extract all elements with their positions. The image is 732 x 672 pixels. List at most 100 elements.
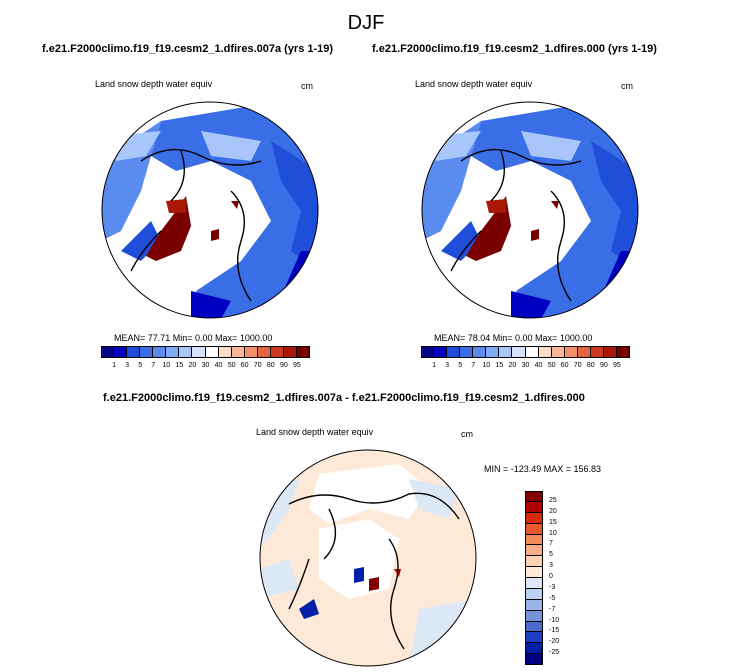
colorbar-tick-label: -7 (549, 605, 556, 613)
colorbar-swatch (244, 346, 258, 358)
colorbar-swatch (525, 346, 539, 358)
colorbar-swatch (101, 346, 115, 358)
colorbar-swatch (179, 346, 193, 358)
colorbar-tick-label: 20 (549, 507, 557, 515)
colorbar-tick-label: 3 (445, 362, 450, 369)
colorbar-tick-label: -3 (549, 583, 556, 591)
colorbar-swatch (218, 346, 232, 358)
colorbar-swatch (257, 346, 271, 358)
colorbar-tick-label: 60 (240, 362, 249, 369)
colorbar-tick-label: 70 (253, 362, 262, 369)
colorbar-tick-label: 95 (293, 362, 301, 369)
colorbar-tick-label: 0 (549, 573, 553, 580)
colorbar-swatch (577, 346, 591, 358)
stats-label: MEAN= 78.04 Min= 0.00 Max= 1000.00 (434, 333, 593, 343)
colorbar-tick-label: 10 (482, 362, 491, 369)
colorbar-swatch (603, 346, 617, 358)
colorbar-swatch (564, 346, 578, 358)
colorbar-swatch (205, 346, 219, 358)
colorbar-swatch (525, 491, 543, 502)
stats-label: MIN = -123.49 MAX = 156.83 (484, 464, 602, 474)
colorbar-swatch (460, 346, 474, 358)
colorbar-tick-label: -25 (549, 649, 560, 657)
colorbar-tick-label: 25 (549, 496, 557, 504)
colorbar-tick-label: 15 (549, 518, 557, 526)
case1-title: f.e21.F2000climo.f19_f19.cesm2_1.dfires.… (42, 43, 334, 55)
colorbar-tick-label: 5 (549, 551, 553, 559)
colorbar-tick-label: 5 (138, 362, 143, 369)
polar-map (101, 101, 319, 319)
colorbar-swatch (270, 346, 284, 358)
diff-title: f.e21.F2000climo.f19_f19.cesm2_1.dfires.… (103, 392, 585, 404)
case2-title: f.e21.F2000climo.f19_f19.cesm2_1.dfires.… (372, 43, 657, 55)
colorbar-swatch (525, 545, 543, 557)
colorbar-swatch (447, 346, 461, 358)
variable-label: Land snow depth water equiv (95, 79, 213, 89)
colorbar-tick-label: 7 (471, 362, 476, 369)
colorbar-tick-label: -15 (549, 627, 560, 635)
panel-case1: Land snow depth water equiv cm MEAN= 77.… (0, 0, 366, 380)
stats-label: MEAN= 77.71 Min= 0.00 Max= 1000.00 (114, 333, 273, 343)
colorbar-swatch (525, 599, 543, 611)
colorbar-tick-label: 60 (560, 362, 569, 369)
colorbar-swatch (473, 346, 487, 358)
units-label: cm (461, 429, 473, 439)
colorbar-tick-label: 90 (279, 362, 288, 369)
colorbar-tick-label: 30 (521, 362, 530, 369)
colorbar-tick-label: 7 (151, 362, 156, 369)
colorbar-swatch (525, 632, 543, 644)
colorbar-tick-label: 1 (112, 362, 117, 369)
colorbar-swatch (525, 512, 543, 524)
colorbar-tick-label: -5 (549, 594, 556, 602)
colorbar-swatch (283, 346, 297, 358)
colorbar-swatch (525, 643, 543, 655)
colorbar-swatch (525, 556, 543, 568)
colorbar-ticks: 1 3 5 7 10 15 20 30 40 50 60 70 80 90 95 (421, 362, 630, 372)
colorbar-swatch (140, 346, 154, 358)
colorbar-tick-label: 80 (586, 362, 595, 369)
variable-label: Land snow depth water equiv (256, 427, 374, 437)
colorbar-tick-label: 1 (432, 362, 437, 369)
colorbar-swatch (114, 346, 128, 358)
colorbar-swatch (525, 654, 543, 665)
colorbar-swatch (525, 621, 543, 633)
polar-map (421, 101, 639, 319)
colorbar-tick-label: 5 (458, 362, 463, 369)
colorbar-tick-label: 15 (495, 362, 504, 369)
colorbar-tick-label: 20 (188, 362, 197, 369)
season-title: DJF (347, 12, 385, 34)
colorbar-tick-label: 40 (214, 362, 223, 369)
colorbar-swatch (127, 346, 141, 358)
colorbar-swatch (434, 346, 448, 358)
variable-label: Land snow depth water equiv (415, 79, 533, 89)
colorbar-tick-label: 50 (547, 362, 556, 369)
colorbar-tick-label: 10 (162, 362, 171, 369)
colorbar-swatch (153, 346, 167, 358)
colorbar-tick-label: 7 (549, 540, 553, 548)
colorbar-swatch (166, 346, 180, 358)
colorbar-swatch (486, 346, 500, 358)
colorbar-swatch (525, 501, 543, 513)
colorbar-swatch (525, 523, 543, 535)
colorbar-swatch (551, 346, 565, 358)
colorbar-tick-label: 3 (125, 362, 130, 369)
colorbar-ticks: 25 20 15 10 7 5 3 0 -3 -5 -7 -10 -15 -20 -25 (549, 491, 579, 665)
colorbar-tick-label: -10 (549, 616, 560, 624)
colorbar-swatch (192, 346, 206, 358)
colorbar-tick-label: 10 (549, 529, 557, 537)
colorbar-swatch (231, 346, 245, 358)
colorbar-swatch (525, 588, 543, 600)
colorbar-tick-label: 30 (201, 362, 210, 369)
colorbar-swatch (296, 346, 310, 358)
units-label: cm (301, 81, 313, 91)
colorbar-tick-label: 40 (534, 362, 543, 369)
colorbar-swatch (525, 534, 543, 546)
units-label: cm (621, 81, 633, 91)
colorbar-swatch (525, 578, 543, 589)
colorbar-swatch (421, 346, 435, 358)
colorbar-tick-label: 90 (599, 362, 608, 369)
colorbar-tick-label: -20 (549, 638, 560, 646)
colorbar-tick-label: 70 (573, 362, 582, 369)
colorbar-swatch (616, 346, 630, 358)
colorbar-swatch (499, 346, 513, 358)
